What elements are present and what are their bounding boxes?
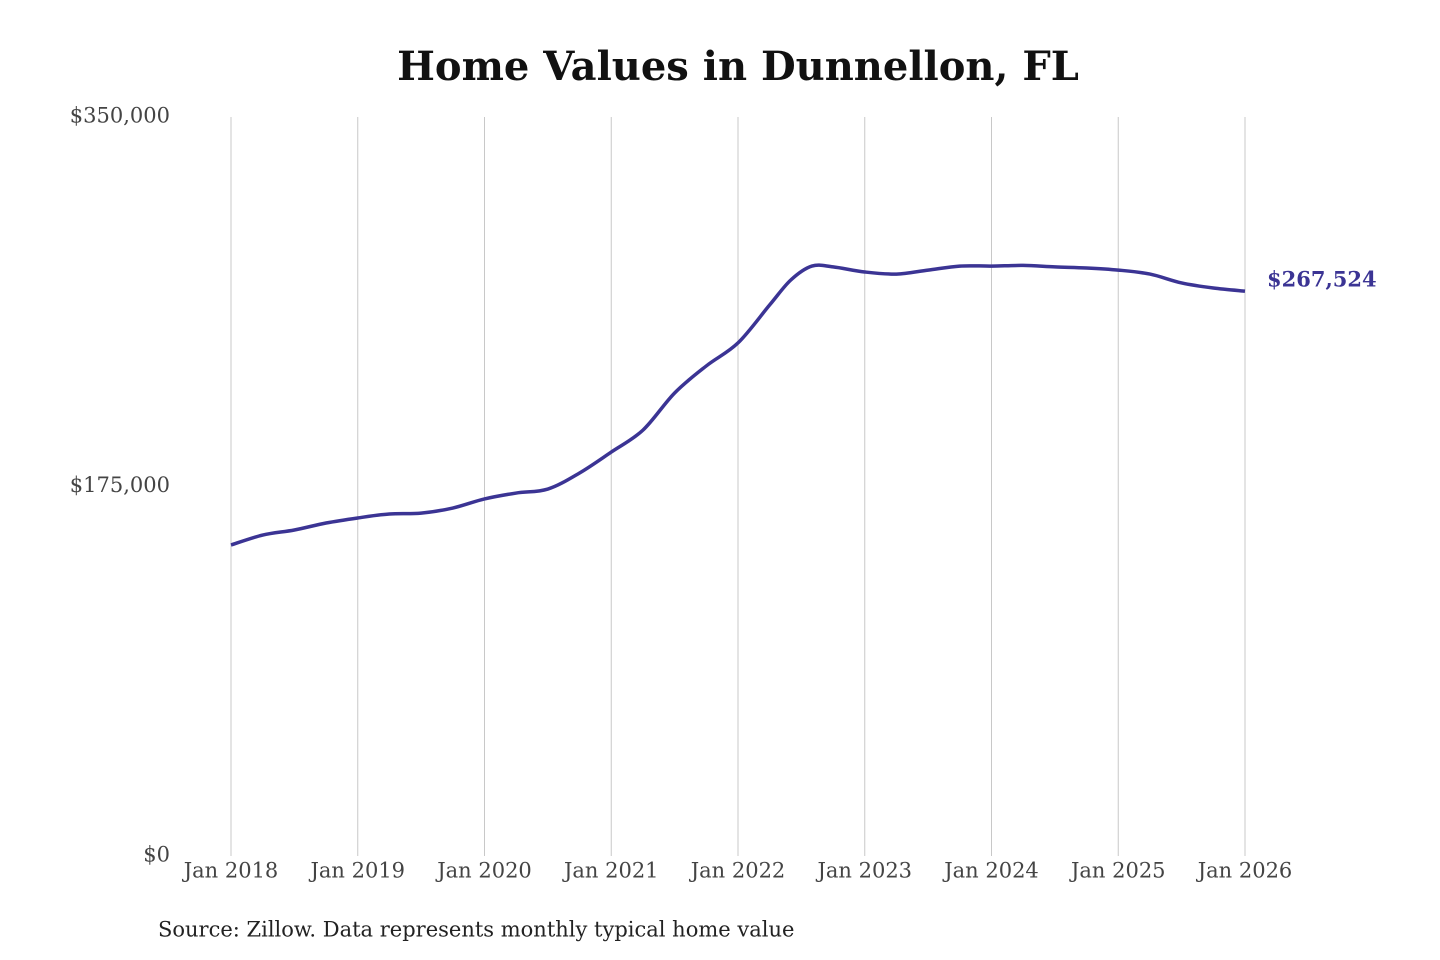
x-tick-label: Jan 2026 xyxy=(1196,859,1293,883)
line xyxy=(230,263,1246,547)
x-tick-label: Jan 2021 xyxy=(562,859,659,883)
x-tick-label: Jan 2023 xyxy=(815,859,912,883)
chart-title: Home Values in Dunnellon, FL xyxy=(397,43,1079,90)
end-label: $267,524 xyxy=(1267,267,1377,292)
y-tick-label: $350,000 xyxy=(70,104,170,128)
source-note: Source: Zillow. Data represents monthly … xyxy=(158,918,794,942)
x-tick-label: Jan 2025 xyxy=(1069,859,1166,883)
y-tick-label: $175,000 xyxy=(70,473,170,497)
x-tick-label: Jan 2024 xyxy=(942,859,1039,883)
y-tick-label: $0 xyxy=(143,843,170,867)
x-tick-label: Jan 2022 xyxy=(689,859,786,883)
x-tick-label: Jan 2019 xyxy=(308,859,405,883)
x-tick-label: Jan 2020 xyxy=(435,859,532,883)
x-tick-label: Jan 2018 xyxy=(182,859,279,883)
